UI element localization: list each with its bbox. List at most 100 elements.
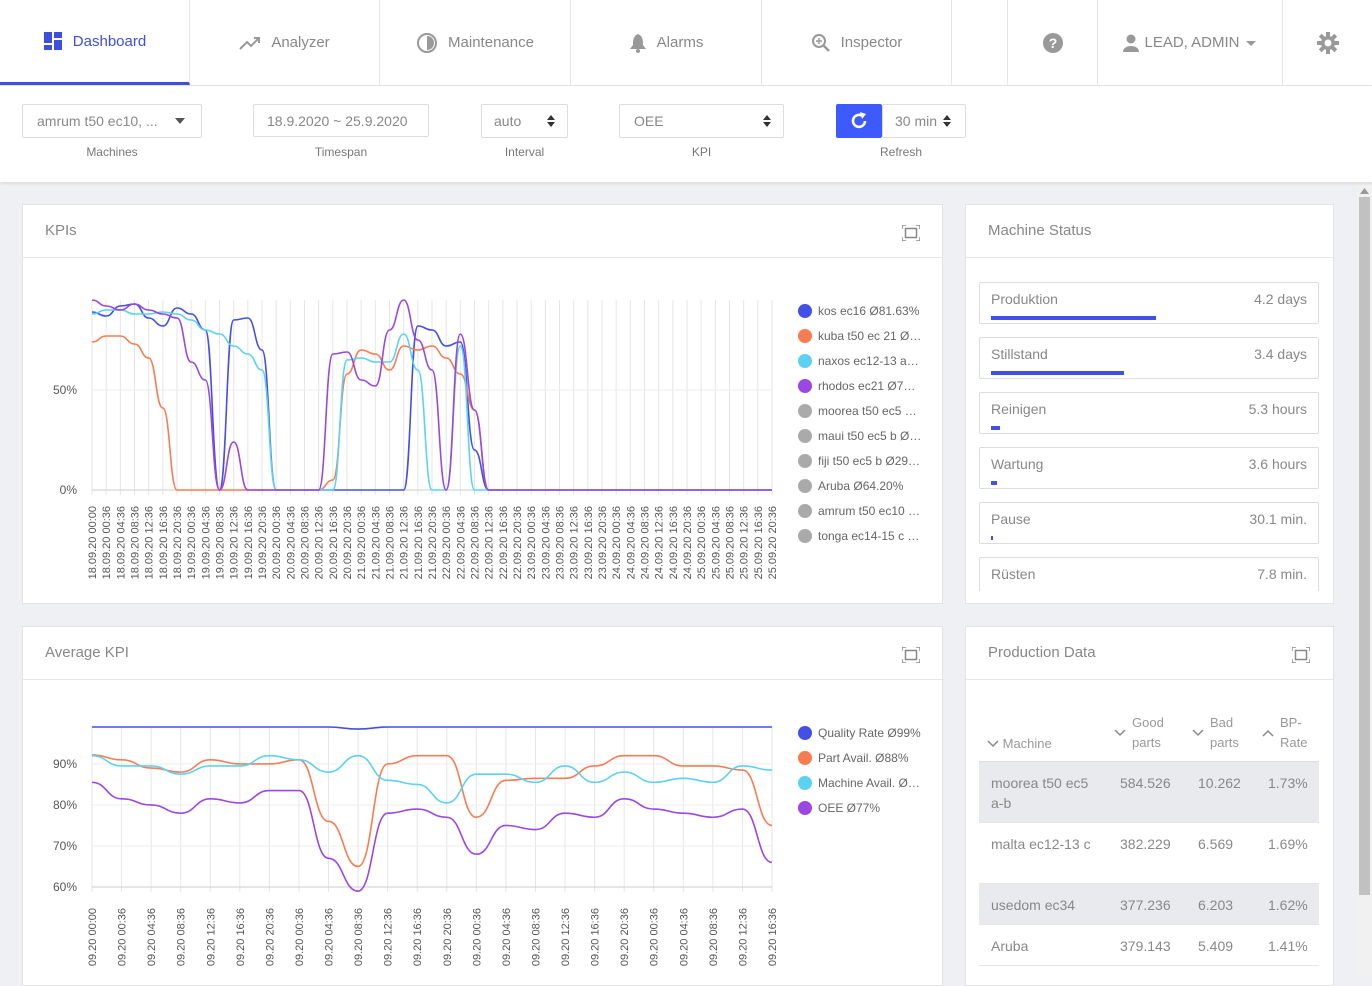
header-cell[interactable]: Bad parts xyxy=(1192,711,1262,761)
x-tick-label: 20.09.20 20:36 xyxy=(342,506,354,579)
x-tick-label: 09.20 04:36 xyxy=(146,908,158,966)
legend-label: Part Avail. Ø88% xyxy=(818,751,909,765)
machines-select[interactable]: amrum t50 ec10, ... xyxy=(22,104,202,138)
select-value: 30 min xyxy=(895,113,938,129)
x-tick-label: 19.09.20 12:36 xyxy=(229,506,241,579)
x-tick-label: 24.09.20 12:36 xyxy=(654,506,666,579)
nav-maintenance[interactable]: Maintenance xyxy=(380,0,571,85)
nav-label: Maintenance xyxy=(448,34,534,51)
header-cell[interactable]: BP-Rate xyxy=(1262,711,1319,761)
series-line xyxy=(91,754,773,804)
x-tick-label: 09.20 08:36 xyxy=(176,908,188,966)
timespan-input[interactable]: 18.9.2020 ~ 25.9.2020 xyxy=(253,104,429,137)
y-tick-label: 90% xyxy=(53,757,77,771)
legend-label: kuba t50 ec 21 Ø… xyxy=(818,329,921,343)
y-tick-label: 70% xyxy=(53,839,77,853)
scrollbar[interactable] xyxy=(1357,185,1372,976)
legend-marker xyxy=(798,751,812,765)
table-cell: Aruba xyxy=(991,937,1029,954)
panel-title: Production Data xyxy=(988,644,1096,661)
x-tick-label: 22.09.20 16:36 xyxy=(498,506,510,579)
status-bar xyxy=(991,426,1000,430)
x-tick-label: 09.20 08:36 xyxy=(530,908,542,966)
status-label: Reinigen xyxy=(991,401,1047,417)
icon xyxy=(1123,34,1140,52)
x-tick-label: 21.09.20 04:36 xyxy=(370,506,382,579)
table-cell: 1.62% xyxy=(1268,896,1308,913)
x-tick-label: 25.09.20 12:36 xyxy=(739,506,751,579)
status-item: Wartung 3.6 hours xyxy=(979,447,1319,489)
caret xyxy=(943,115,951,127)
x-tick-label: 09.20 08:36 xyxy=(353,908,365,966)
refresh-select[interactable]: 30 min xyxy=(882,104,966,138)
legend-label: OEE Ø77% xyxy=(818,801,880,815)
x-tick-label: 19.09.20 16:36 xyxy=(243,506,255,579)
scroll-up[interactable] xyxy=(1360,188,1369,194)
panel-header: Machine Status xyxy=(966,205,1333,258)
filter-label: KPI xyxy=(691,145,712,159)
caret xyxy=(763,115,771,127)
table-cell: moorea t50 ec5 a-b xyxy=(991,774,1089,811)
table-row: moorea t50 ec5 a-b 584.526 10.262 1.73% xyxy=(979,761,1319,822)
nav-alarms[interactable]: Alarms xyxy=(571,0,762,85)
legend-marker xyxy=(798,529,812,543)
filter-label: Timespan xyxy=(314,145,368,159)
kpi-select[interactable]: OEE xyxy=(619,104,784,138)
x-tick-label: 25.09.20 16:36 xyxy=(753,506,765,579)
series-line xyxy=(91,754,773,868)
legend-label: Aruba Ø64.20% xyxy=(818,479,904,493)
table-cell: 10.262 xyxy=(1198,774,1241,791)
legend-label: naxos ec12-13 a… xyxy=(818,354,919,368)
x-tick-label: 25.09.20 20:36 xyxy=(767,506,779,579)
icon xyxy=(851,112,867,129)
table-cell: 1.41% xyxy=(1268,937,1308,954)
status-label: Stillstand xyxy=(991,346,1048,362)
x-tick-label: 23.09.20 20:36 xyxy=(597,506,609,579)
interval-select[interactable]: auto xyxy=(481,104,568,138)
expand-button[interactable] xyxy=(1292,647,1310,663)
expand-button[interactable] xyxy=(902,225,920,241)
scrollbar-thumb[interactable] xyxy=(1359,197,1370,895)
status-bar xyxy=(991,316,1156,320)
table-cell: 377.236 xyxy=(1120,896,1171,913)
help-button[interactable]: ? xyxy=(1008,0,1098,85)
x-tick-label: 09.20 12:36 xyxy=(205,908,217,966)
legend-marker xyxy=(798,479,812,493)
nav-label: Inspector xyxy=(840,34,903,51)
kpis-panel: KPIs 18.09.20 00:00 18.09.20 00:36 18.09.2… xyxy=(22,204,943,604)
settings-button[interactable] xyxy=(1283,0,1372,85)
status-item: Reinigen 5.3 hours xyxy=(979,392,1319,434)
legend-marker xyxy=(798,379,812,393)
x-tick-label: 09.20 16:36 xyxy=(412,908,424,966)
table-cell: 6.203 xyxy=(1198,896,1234,913)
nav-analyzer[interactable]: Analyzer xyxy=(190,0,380,85)
icon: ? xyxy=(1042,32,1063,53)
x-tick-label: 09.20 00:36 xyxy=(649,908,661,966)
x-tick-label: 24.09.20 20:36 xyxy=(682,506,694,579)
x-tick-label: 24.09.20 04:36 xyxy=(625,506,637,579)
header-cell[interactable]: Good parts xyxy=(1114,711,1192,761)
x-tick-label: 09.20 16:36 xyxy=(235,908,247,966)
status-label: Wartung xyxy=(991,456,1044,472)
series-line xyxy=(91,299,772,491)
header-text: Good parts xyxy=(1132,714,1164,750)
icon xyxy=(1316,31,1339,54)
x-tick-label: 22.09.20 04:36 xyxy=(455,506,467,579)
nav-inspector[interactable]: Inspector xyxy=(762,0,952,85)
expand-button[interactable] xyxy=(902,647,920,663)
refresh-button[interactable] xyxy=(836,104,882,138)
x-tick-label: 21.09.20 16:36 xyxy=(413,506,425,579)
legend-label: fiji t50 ec5 b Ø29… xyxy=(818,454,920,468)
x-tick-label: 23.09.20 08:36 xyxy=(555,506,567,579)
x-tick-label: 21.09.20 08:36 xyxy=(385,506,397,579)
user-menu[interactable]: LEAD, ADMIN xyxy=(1098,0,1283,85)
status-bar xyxy=(991,481,997,485)
x-tick-label: 20.09.20 08:36 xyxy=(300,506,312,579)
header-cell[interactable]: Machine xyxy=(979,711,1114,761)
header-text: BP-Rate xyxy=(1280,714,1308,750)
x-tick-label: 09.20 00:36 xyxy=(294,908,306,966)
x-tick-label: 09.20 12:36 xyxy=(737,908,749,966)
nav-dashboard[interactable]: Dashboard xyxy=(0,0,190,85)
x-tick-label: 09.20 08:36 xyxy=(708,908,720,966)
